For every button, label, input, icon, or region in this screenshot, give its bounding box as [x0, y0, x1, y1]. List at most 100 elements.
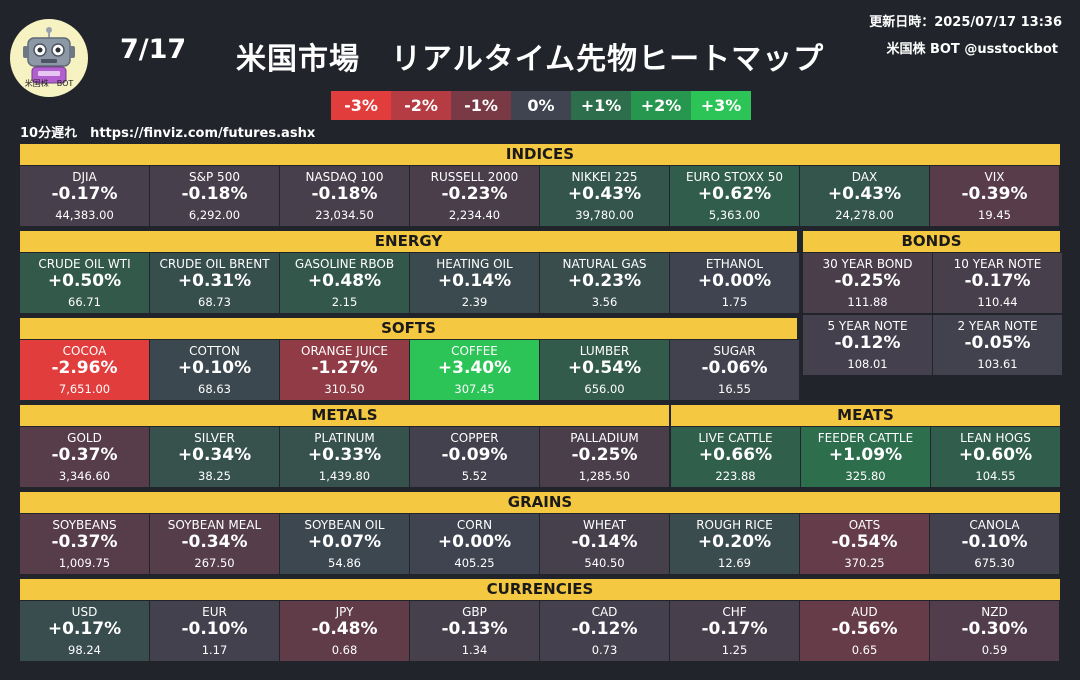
tile-coffee[interactable]: COFFEE +3.40% 307.45 — [410, 340, 539, 400]
tile-name: USD — [71, 605, 98, 619]
tile-name: DAX — [851, 170, 878, 184]
tile-price: 2.39 — [461, 295, 488, 309]
tile-lumber[interactable]: LUMBER +0.54% 656.00 — [540, 340, 669, 400]
tile-orange-juice[interactable]: ORANGE JUICE -1.27% 310.50 — [280, 340, 409, 400]
tile-price: 405.25 — [454, 556, 495, 570]
tile-price: 0.59 — [981, 643, 1008, 657]
tile-nzd[interactable]: NZD -0.30% 0.59 — [930, 601, 1059, 661]
tile-change: -0.48% — [311, 619, 378, 639]
tile-change: -0.30% — [961, 619, 1028, 639]
tile-price: 6,292.00 — [188, 208, 241, 222]
tile-price: 675.30 — [974, 556, 1015, 570]
tile-price: 223.88 — [715, 469, 756, 483]
tile-crude-oil-brent[interactable]: CRUDE OIL BRENT +0.31% 68.73 — [150, 253, 279, 313]
tile-name: 5 YEAR NOTE — [827, 319, 908, 333]
tile-change: -0.18% — [311, 184, 378, 204]
tile-canola[interactable]: CANOLA -0.10% 675.30 — [930, 514, 1059, 574]
tile-soybeans[interactable]: SOYBEANS -0.37% 1,009.75 — [20, 514, 149, 574]
tile-change: -0.23% — [441, 184, 508, 204]
tile-soybean-oil[interactable]: SOYBEAN OIL +0.07% 54.86 — [280, 514, 409, 574]
tile-price: 38.25 — [198, 469, 231, 483]
tile-sandp-500[interactable]: S&P 500 -0.18% 6,292.00 — [150, 166, 279, 226]
tile-djia[interactable]: DJIA -0.17% 44,383.00 — [20, 166, 149, 226]
tile-corn[interactable]: CORN +0.00% 405.25 — [410, 514, 539, 574]
tile-cad[interactable]: CAD -0.12% 0.73 — [540, 601, 669, 661]
tile-change: +1.09% — [828, 445, 903, 465]
tile-sugar[interactable]: SUGAR -0.06% 16.55 — [670, 340, 799, 400]
tile-silver[interactable]: SILVER +0.34% 38.25 — [150, 427, 279, 487]
tile-euro-stoxx-50[interactable]: EURO STOXX 50 +0.62% 5,363.00 — [670, 166, 799, 226]
tile-soybean-meal[interactable]: SOYBEAN MEAL -0.34% 267.50 — [150, 514, 279, 574]
tile-aud[interactable]: AUD -0.56% 0.65 — [800, 601, 929, 661]
page-title: 米国市場 リアルタイム先物ヒートマップ — [236, 42, 825, 77]
bot-logo: 米国株 BOT — [10, 19, 88, 97]
tile-price: 98.24 — [68, 643, 101, 657]
tile-5-year-note[interactable]: 5 YEAR NOTE -0.12% 108.01 — [803, 315, 932, 375]
tile-palladium[interactable]: PALLADIUM -0.25% 1,285.50 — [540, 427, 669, 487]
tile-name: PLATINUM — [314, 431, 375, 445]
tile-name: SUGAR — [713, 344, 756, 358]
tile-gold[interactable]: GOLD -0.37% 3,346.60 — [20, 427, 149, 487]
tile-change: -0.25% — [571, 445, 638, 465]
tile-name: 10 YEAR NOTE — [953, 257, 1042, 271]
tile-change: -0.13% — [441, 619, 508, 639]
tile-live-cattle[interactable]: LIVE CATTLE +0.66% 223.88 — [671, 427, 800, 487]
tile-gasoline-rbob[interactable]: GASOLINE RBOB +0.48% 2.15 — [280, 253, 409, 313]
tile-change: -0.12% — [834, 333, 901, 353]
tile-gbp[interactable]: GBP -0.13% 1.34 — [410, 601, 539, 661]
tile-name: CORN — [456, 518, 493, 532]
legend-item-3: 0% — [511, 91, 571, 120]
tile-change: +0.66% — [698, 445, 773, 465]
tile-name: CANOLA — [969, 518, 1020, 532]
section-header-softs: SOFTS — [20, 318, 797, 339]
tile-jpy[interactable]: JPY -0.48% 0.68 — [280, 601, 409, 661]
section-header-grains: GRAINS — [20, 492, 1060, 513]
tile-price: 19.45 — [978, 208, 1011, 222]
tile-nasdaq-100[interactable]: NASDAQ 100 -0.18% 23,034.50 — [280, 166, 409, 226]
tile-platinum[interactable]: PLATINUM +0.33% 1,439.80 — [280, 427, 409, 487]
tile-change: -0.37% — [51, 532, 118, 552]
tile-copper[interactable]: COPPER -0.09% 5.52 — [410, 427, 539, 487]
tile-oats[interactable]: OATS -0.54% 370.25 — [800, 514, 929, 574]
tile-change: +0.00% — [697, 271, 772, 291]
tile-change: +0.17% — [47, 619, 122, 639]
tile-natural-gas[interactable]: NATURAL GAS +0.23% 3.56 — [540, 253, 669, 313]
tile-rough-rice[interactable]: ROUGH RICE +0.20% 12.69 — [670, 514, 799, 574]
tile-name: NZD — [981, 605, 1008, 619]
tile-change: +0.48% — [307, 271, 382, 291]
indices-row: DJIA -0.17% 44,383.00 S&P 500 -0.18% 6,292.00… — [20, 166, 1059, 226]
tile-crude-oil-wti[interactable]: CRUDE OIL WTI +0.50% 66.71 — [20, 253, 149, 313]
tile-30-year-bond[interactable]: 30 YEAR BOND -0.25% 111.88 — [803, 253, 932, 313]
legend-item-2: -1% — [451, 91, 511, 120]
tile-name: DJIA — [72, 170, 97, 184]
tile-name: CAD — [591, 605, 618, 619]
metals-row: GOLD -0.37% 3,346.60 SILVER +0.34% 38.25 PLATI… — [20, 427, 669, 487]
tile-name: CRUDE OIL BRENT — [159, 257, 270, 271]
tile-eur[interactable]: EUR -0.10% 1.17 — [150, 601, 279, 661]
tile-name: SOYBEAN OIL — [304, 518, 385, 532]
section-header-energy: ENERGY — [20, 231, 797, 252]
tile-dax[interactable]: DAX +0.43% 24,278.00 — [800, 166, 929, 226]
tile-russell-2000[interactable]: RUSSELL 2000 -0.23% 2,234.40 — [410, 166, 539, 226]
tile-2-year-note[interactable]: 2 YEAR NOTE -0.05% 103.61 — [933, 315, 1062, 375]
tile-10-year-note[interactable]: 10 YEAR NOTE -0.17% 110.44 — [933, 253, 1062, 313]
tile-nikkei-225[interactable]: NIKKEI 225 +0.43% 39,780.00 — [540, 166, 669, 226]
tile-feeder-cattle[interactable]: FEEDER CATTLE +1.09% 325.80 — [801, 427, 930, 487]
tile-cocoa[interactable]: COCOA -2.96% 7,651.00 — [20, 340, 149, 400]
tile-price: 1,009.75 — [58, 556, 111, 570]
tile-change: -0.17% — [51, 184, 118, 204]
tile-heating-oil[interactable]: HEATING OIL +0.14% 2.39 — [410, 253, 539, 313]
tile-price: 44,383.00 — [55, 208, 114, 222]
tile-wheat[interactable]: WHEAT -0.14% 540.50 — [540, 514, 669, 574]
tile-price: 108.01 — [847, 357, 888, 371]
tile-name: ROUGH RICE — [696, 518, 773, 532]
tile-vix[interactable]: VIX -0.39% 19.45 — [930, 166, 1059, 226]
tile-ethanol[interactable]: ETHANOL +0.00% 1.75 — [670, 253, 799, 313]
tile-chf[interactable]: CHF -0.17% 1.25 — [670, 601, 799, 661]
updated-timestamp: 更新日時：2025/07/17 13:36 — [869, 15, 1062, 30]
tile-lean-hogs[interactable]: LEAN HOGS +0.60% 104.55 — [931, 427, 1060, 487]
tile-cotton[interactable]: COTTON +0.10% 68.63 — [150, 340, 279, 400]
tile-usd[interactable]: USD +0.17% 98.24 — [20, 601, 149, 661]
tile-change: -0.39% — [961, 184, 1028, 204]
tile-name: NIKKEI 225 — [571, 170, 638, 184]
